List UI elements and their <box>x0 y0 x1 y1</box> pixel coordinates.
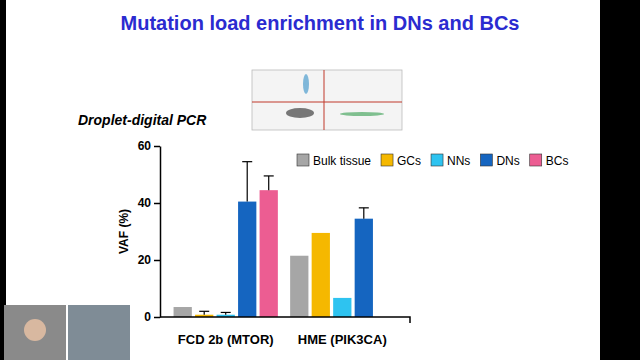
error-bar <box>199 311 209 314</box>
legend-label: NNs <box>447 154 470 168</box>
legend-swatch <box>480 154 492 166</box>
legend-item: BCs <box>530 154 569 168</box>
video-thumbnail-face <box>24 319 46 341</box>
y-tick: 20 <box>138 253 160 267</box>
error-bar <box>264 176 274 190</box>
legend-label: DNs <box>496 154 519 168</box>
legend-swatch <box>297 154 309 166</box>
bar <box>355 219 373 317</box>
x-axis: FCD 2b (MTOR) HME (PIK3CA) <box>160 317 410 347</box>
error-bar-cap <box>264 175 274 176</box>
subtitle: Droplet-digital PCR <box>78 112 207 128</box>
bar <box>238 202 256 317</box>
legend-swatch <box>530 154 542 166</box>
video-thumbnail <box>68 305 130 360</box>
error-bar-cap <box>199 311 209 312</box>
error-bar <box>242 162 252 202</box>
y-tick-mark <box>154 203 160 205</box>
y-axis-line <box>160 147 162 318</box>
legend-item: DNs <box>480 154 519 168</box>
legend-swatch <box>381 154 393 166</box>
side-border <box>600 0 640 360</box>
error-bar-stem <box>268 176 269 190</box>
inset-line <box>252 102 402 103</box>
bar <box>174 307 192 317</box>
x-tick-label: FCD 2b (MTOR) <box>178 332 274 347</box>
error-bar-stem <box>247 162 248 202</box>
video-thumbnail <box>4 305 66 360</box>
slide: Mutation load enrichment in DNs and BCs D… <box>0 0 640 360</box>
legend-label: GCs <box>397 154 421 168</box>
y-tick-label: 60 <box>138 139 152 153</box>
legend-swatch <box>431 154 443 166</box>
inset-cluster <box>303 74 309 94</box>
error-bar <box>221 312 231 314</box>
legend-item: NNs <box>431 154 470 168</box>
legend-label: BCs <box>546 154 569 168</box>
x-tick: FCD 2b (MTOR) <box>178 317 274 347</box>
background <box>0 0 640 360</box>
y-tick-mark <box>154 317 160 319</box>
y-tick: 60 <box>138 139 160 153</box>
bar <box>333 298 351 317</box>
x-axis-line <box>160 317 410 323</box>
plot-area <box>174 162 373 317</box>
ddpcr-inset <box>252 70 402 130</box>
x-tick-label: HME (PIK3CA) <box>298 332 387 347</box>
y-axis: 0 20 40 60 <box>138 139 161 324</box>
y-tick: 40 <box>138 196 160 210</box>
legend-item: Bulk tissue <box>297 154 371 168</box>
bar <box>260 190 278 317</box>
bar <box>290 256 308 317</box>
y-axis-title: VAF (%) <box>117 209 131 254</box>
y-tick-label: 20 <box>138 253 152 267</box>
y-tick-label: 0 <box>144 310 151 324</box>
inset-frame <box>252 70 402 130</box>
y-tick-mark <box>154 260 160 262</box>
inset-line <box>324 70 325 130</box>
title: Mutation load enrichment in DNs and BCs <box>121 12 520 34</box>
x-tick: HME (PIK3CA) <box>298 317 387 347</box>
inset-cluster <box>286 108 314 118</box>
y-tick-mark <box>154 146 160 148</box>
inset-cluster <box>340 112 384 116</box>
bar <box>312 233 330 317</box>
error-bar-stem <box>363 208 364 219</box>
y-tick: 0 <box>144 310 160 324</box>
legend-item: GCs <box>381 154 421 168</box>
legend: Bulk tissue GCs NNs DNs BCs <box>297 154 568 168</box>
y-tick-label: 40 <box>138 196 152 210</box>
error-bar-cap <box>359 207 369 208</box>
error-bar <box>359 208 369 219</box>
legend-label: Bulk tissue <box>313 154 371 168</box>
error-bar-cap <box>221 312 231 313</box>
error-bar-cap <box>242 161 252 162</box>
